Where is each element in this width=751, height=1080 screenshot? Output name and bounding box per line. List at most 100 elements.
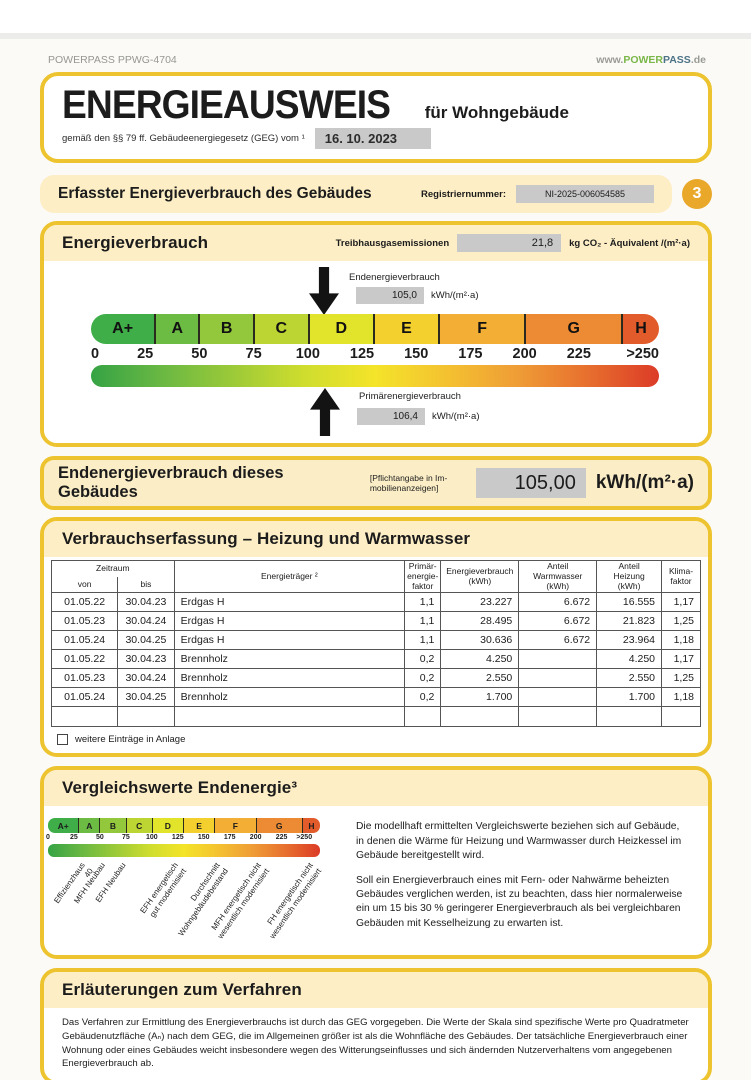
- cell-verbrauch: 23.227: [440, 592, 520, 613]
- scale-segment: F: [215, 818, 257, 834]
- section-title-vergleichswerte: Vergleichswerte Endenergie³: [62, 778, 298, 798]
- registration-label: Registriernummer:: [421, 188, 506, 200]
- cell-warmwasser: [518, 649, 598, 670]
- cell-heizung: 23.964: [596, 630, 663, 651]
- col-header-von: von: [50, 576, 119, 594]
- section-title-erlaeuterungen: Erläuterungen zum Verfahren: [62, 980, 302, 1000]
- scale-gradient-bar: [91, 365, 659, 387]
- scale-tick: 100: [295, 346, 320, 362]
- col-header-bis: bis: [117, 576, 175, 594]
- endenergie-pointer-label: Endenergieverbrauch: [349, 272, 440, 283]
- col-header-heizung: Anteil Heizung (kWh): [596, 559, 663, 593]
- table-row: 01.05.23 30.04.24 Erdgas H 1,1 28.495 6.…: [50, 611, 701, 632]
- cell-warmwasser: 6.672: [518, 592, 598, 613]
- primaerenergie-pointer-value-field: 106,4: [357, 408, 425, 425]
- cell-bis: 30.04.24: [117, 611, 175, 632]
- weitere-eintraege-label: weitere Einträge in Anlage: [75, 734, 186, 746]
- cell-klimafaktor: 1,17: [661, 592, 701, 613]
- scale-ticks: 0 25 50 75 100 125 150 175 200 225 >250: [91, 344, 659, 365]
- scale-segment: A+: [48, 818, 80, 834]
- logo-www: www.: [596, 54, 624, 66]
- scale-tick: 150: [404, 346, 429, 362]
- erlaeuterungen-section: Erläuterungen zum Verfahren Das Verfahre…: [40, 968, 712, 1080]
- scale-segment: A: [79, 818, 101, 834]
- cell-warmwasser: [518, 687, 598, 708]
- cell-traeger: Erdgas H: [173, 611, 406, 632]
- col-header-energietraeger: Energieträger ²: [173, 559, 406, 593]
- cell-traeger: Brennholz: [173, 649, 406, 670]
- scale-tick: 50: [95, 834, 104, 842]
- primaerenergie-pointer-unit: kWh/(m²·a): [432, 411, 480, 422]
- cell-bis: 30.04.24: [117, 668, 175, 689]
- scale-gradient-bar: [48, 844, 320, 858]
- cell-bis: 30.04.23: [117, 649, 175, 670]
- cell-warmwasser: 6.672: [518, 630, 598, 651]
- cell-von: 01.05.23: [50, 611, 119, 632]
- issue-date-field: 16. 10. 2023: [314, 128, 432, 149]
- document-title-suffix: für Wohngebäude: [424, 103, 569, 122]
- scale-segment: G: [526, 314, 624, 344]
- scale-segment: C: [254, 314, 310, 344]
- powerpass-logo: www.POWERPASS.de: [596, 54, 706, 66]
- scale-segment: G: [256, 818, 303, 834]
- cell-pef: 0,2: [404, 668, 442, 689]
- col-header-warmwasser: Anteil Warmwasser (kWh): [518, 559, 598, 593]
- col-header-zeitraum: Zeitraum: [51, 559, 175, 577]
- comparison-paragraph-1: Die modellhaft ermittelten Vergleichswer…: [356, 821, 682, 861]
- cell-heizung: 1.700: [596, 687, 663, 708]
- section-banner-erfasster: Erfasster Energieverbrauch des Gebäudes …: [40, 175, 672, 213]
- primaerenergie-pointer-label: Primärenergieverbrauch: [359, 391, 461, 402]
- cell-von: 01.05.23: [50, 668, 119, 689]
- scale-segment: E: [374, 314, 441, 344]
- cell-klimafaktor: 1,17: [661, 649, 701, 670]
- ghg-label: Treibhausgasemissionen: [335, 237, 450, 249]
- cell-heizung: 16.555: [596, 592, 663, 613]
- cell-von: 01.05.24: [50, 687, 119, 708]
- table-row-empty: [50, 706, 701, 728]
- col-header-klimafaktor: Klima- faktor: [661, 559, 701, 593]
- scale-tick: 125: [349, 346, 375, 362]
- table-row: 01.05.23 30.04.24 Brennholz 0,2 2.550 2.…: [50, 668, 701, 689]
- logo-de: .de: [690, 54, 706, 66]
- section-title-erfasster: Erfasster Energieverbrauch des Gebäudes: [58, 185, 372, 202]
- energieverbrauch-section: Energieverbrauch Treibhausgasemissionen …: [40, 221, 712, 447]
- cell-pef: 0,2: [404, 649, 442, 670]
- scale-tick: 175: [458, 346, 483, 362]
- section-title-energieverbrauch: Energieverbrauch: [62, 233, 209, 252]
- section-title-verbrauchserfassung: Verbrauchserfassung – Heizung und Warmwa…: [62, 529, 471, 548]
- document-code: POWERPASS PPWG-4704: [48, 54, 177, 66]
- primaerenergie-marker-arrow-icon: [310, 388, 340, 436]
- scale-segment: A: [156, 314, 201, 344]
- cell-warmwasser: [518, 668, 598, 689]
- scale-segment: A+: [91, 314, 157, 344]
- endenergie-pointer-unit: kWh/(m²·a): [431, 290, 479, 301]
- registration-number-field: NI-2025-006054585: [516, 185, 654, 203]
- endenergie-summary-title: Endenergieverbrauch dieses Gebäudes: [58, 464, 284, 501]
- col-header-pef: Primär- energie- faktor: [404, 559, 442, 593]
- logo-pass: PASS: [663, 54, 691, 66]
- logo-power: POWER: [623, 54, 663, 66]
- weitere-eintraege-checkbox[interactable]: [57, 734, 68, 746]
- cell-pef: 1,1: [404, 630, 442, 651]
- endenergie-summary-unit: kWh/(m²·a): [595, 472, 694, 493]
- comparison-scale: A+ A B C D E F G H 0 25: [46, 818, 342, 951]
- cell-bis: 30.04.25: [117, 630, 175, 651]
- page-meta: POWERPASS PPWG-4704 www.POWERPASS.de: [48, 54, 706, 66]
- scale-tick: >250: [626, 346, 659, 362]
- document-title: ENERGIEAUSWEIS: [62, 83, 391, 127]
- scale-segment: H: [302, 818, 320, 834]
- ghg-value-field: 21,8: [457, 234, 562, 252]
- endenergie-summary-band: Endenergieverbrauch dieses Gebäudes [Pfl…: [40, 456, 712, 510]
- cell-bis: 30.04.25: [117, 687, 175, 708]
- cell-heizung: 2.550: [596, 668, 663, 689]
- scale-tick: 25: [137, 346, 154, 362]
- scale-tick: 0: [91, 346, 100, 362]
- scale-segment: E: [183, 818, 216, 834]
- scale-segment: F: [440, 314, 527, 344]
- cell-traeger: Brennholz: [173, 687, 406, 708]
- title-frame: ENERGIEAUSWEIS für Wohngebäude gemäß den…: [40, 72, 712, 163]
- cell-pef: 1,1: [404, 611, 442, 632]
- cell-von: 01.05.24: [50, 630, 119, 651]
- cell-klimafaktor: 1,25: [661, 611, 701, 632]
